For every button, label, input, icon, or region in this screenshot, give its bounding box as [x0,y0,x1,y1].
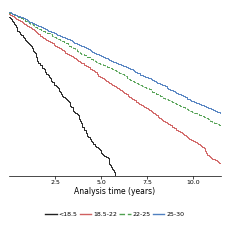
X-axis label: Analysis time (years): Analysis time (years) [74,187,155,196]
Legend: <18.5, 18.5-22, 22-25, 25-30: <18.5, 18.5-22, 22-25, 25-30 [43,209,187,219]
